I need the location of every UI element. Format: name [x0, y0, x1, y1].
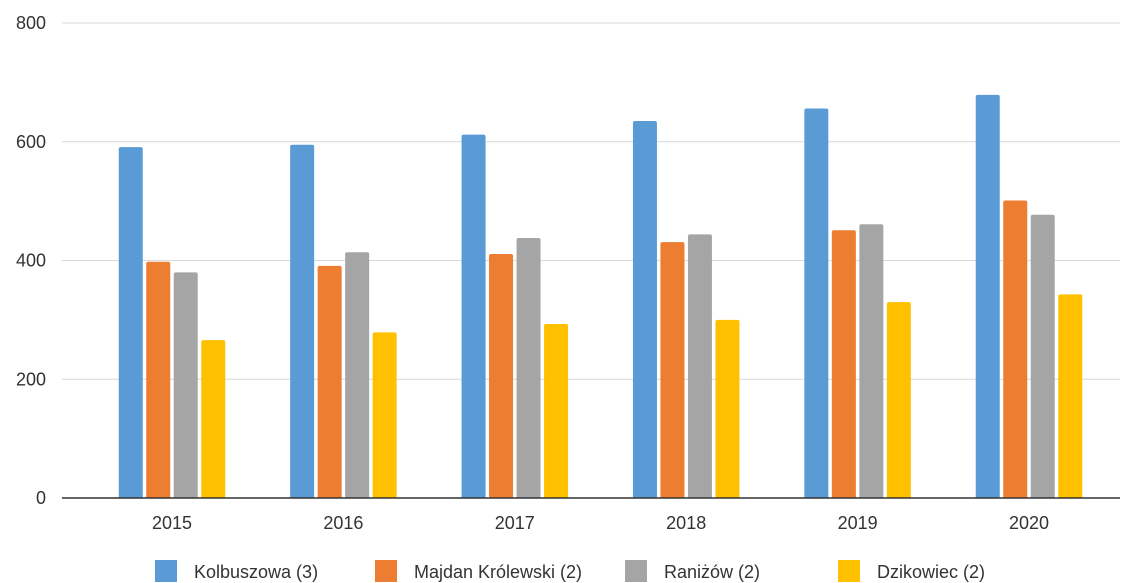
x-tick-label: 2019: [838, 513, 878, 533]
bar-2018-series-1: [660, 242, 685, 498]
legend-label-2: Raniżów (2): [664, 562, 760, 582]
legend-swatch-2: [625, 560, 647, 582]
x-tick-label: 2017: [495, 513, 535, 533]
bar-2015-series-2: [173, 272, 198, 498]
bar-2016-series-2: [345, 252, 370, 498]
bar-2019-series-2: [859, 224, 884, 498]
y-tick-label: 0: [36, 488, 46, 508]
bar-2015-series-0: [118, 147, 143, 498]
bar-2019-series-1: [831, 230, 856, 498]
bar-2018-series-3: [715, 319, 740, 498]
bar-2017-series-2: [516, 237, 541, 498]
bar-2018-series-0: [632, 120, 657, 498]
x-tick-label: 2016: [323, 513, 363, 533]
legend-swatch-1: [375, 560, 397, 582]
bar-2017-series-0: [461, 134, 486, 498]
bar-2020-series-3: [1058, 294, 1083, 498]
bar-2015-series-3: [201, 340, 226, 498]
bar-2016-series-1: [317, 265, 342, 498]
legend-swatch-3: [838, 560, 860, 582]
bar-2020-series-1: [1003, 200, 1028, 498]
bar-2018-series-2: [687, 234, 712, 498]
bar-2016-series-0: [290, 144, 315, 498]
y-tick-label: 600: [16, 132, 46, 152]
y-tick-label: 200: [16, 369, 46, 389]
legend-label-3: Dzikowiec (2): [877, 562, 985, 582]
x-tick-label: 2020: [1009, 513, 1049, 533]
legend-swatch-0: [155, 560, 177, 582]
x-tick-label: 2018: [666, 513, 706, 533]
bar-2019-series-3: [886, 302, 911, 498]
y-tick-label: 800: [16, 13, 46, 33]
bar-2020-series-2: [1030, 214, 1055, 498]
legend-label-1: Majdan Królewski (2): [414, 562, 582, 582]
y-tick-label: 400: [16, 251, 46, 271]
bar-2015-series-1: [146, 261, 171, 498]
legend-label-0: Kolbuszowa (3): [194, 562, 318, 582]
bar-2017-series-3: [544, 324, 569, 498]
bar-2019-series-0: [804, 108, 829, 498]
x-tick-label: 2015: [152, 513, 192, 533]
bar-2017-series-1: [489, 253, 514, 498]
bar-2020-series-0: [975, 94, 1000, 498]
bar-2016-series-3: [372, 332, 397, 498]
